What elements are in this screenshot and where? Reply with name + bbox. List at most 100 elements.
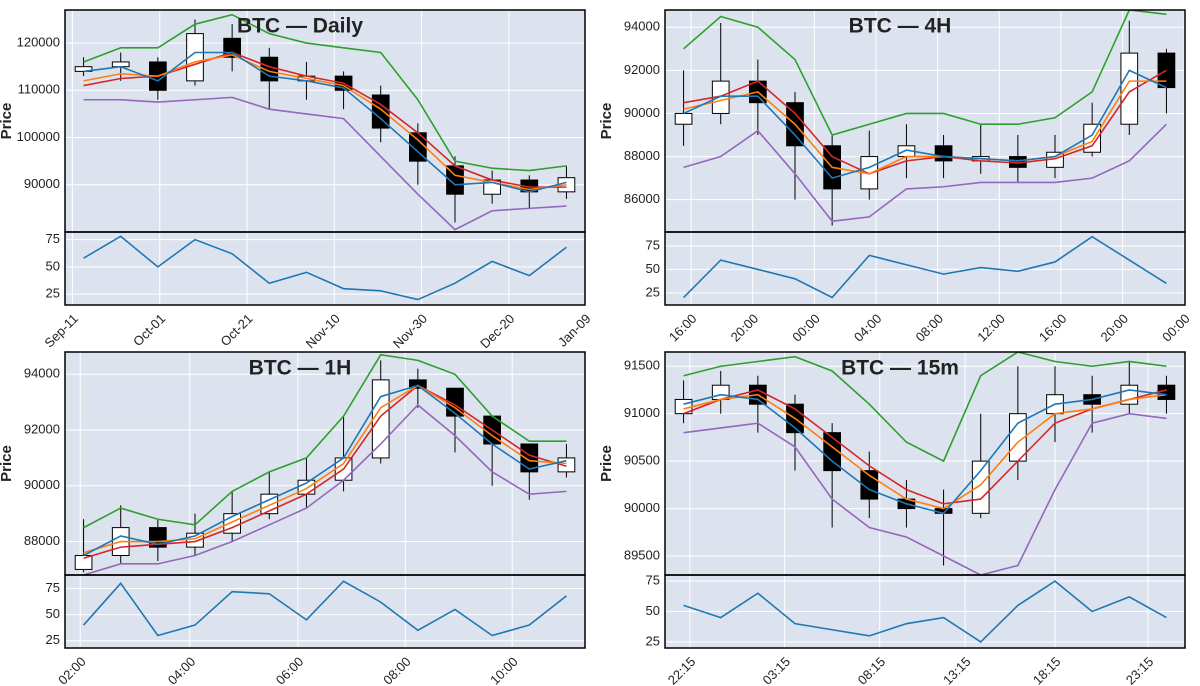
indicator-line [683, 123, 1167, 223]
chart-title: BTC — 15m [841, 357, 959, 380]
candle-body [674, 112, 693, 125]
indicator-line [683, 352, 1167, 463]
rsi-line [683, 580, 1167, 643]
chart-title: BTC — 4H [849, 15, 952, 38]
rsi-line [82, 580, 567, 637]
x-tick-label: 08:15 [855, 654, 889, 686]
indicator-line [83, 96, 567, 231]
rsi-line [83, 235, 567, 301]
indicator-line [683, 393, 1167, 510]
candle-body [409, 379, 427, 389]
price-background [665, 352, 1185, 575]
x-tick-label: 16:00 [1036, 311, 1070, 345]
rsi-frame [664, 231, 1186, 306]
y-tick-label: 88000 [624, 148, 660, 163]
y-tick-label: 120000 [17, 35, 60, 50]
price-plot [665, 352, 1185, 575]
rsi-tick-label: 50 [46, 258, 60, 273]
candle-body [1120, 52, 1139, 125]
rsi-tick-label: 75 [646, 573, 660, 588]
y-tick-label: 89500 [624, 547, 660, 562]
candle-body [823, 432, 841, 472]
x-tick-label: 23:15 [1123, 654, 1157, 686]
x-tick-label: 16:00 [666, 311, 700, 345]
rsi-tick-label: 75 [46, 580, 60, 595]
y-tick-label: 90000 [24, 176, 60, 191]
price-plot [665, 10, 1185, 232]
indicator-line [83, 13, 567, 172]
chart-panel: 89500 90000 90500 91000 91500 25 50 75 22:15 03:1… [598, 351, 1186, 686]
y-tick-label: 100000 [17, 129, 60, 144]
x-tick-label: 02:00 [55, 654, 89, 686]
x-tick-label: 20:00 [1098, 311, 1132, 345]
rsi-background [65, 232, 585, 305]
indicator-line [683, 80, 1167, 175]
chart-title: BTC — 1H [249, 357, 352, 380]
y-tick-label: 94000 [24, 366, 60, 381]
candle-body [1083, 123, 1102, 153]
indicator-line [83, 403, 567, 575]
x-tick-label: 13:15 [940, 654, 974, 686]
x-tick-label: Nov-30 [390, 311, 430, 351]
x-tick-label: Dec-20 [477, 311, 517, 351]
indicator-line [83, 384, 567, 557]
x-tick-label: 22:15 [665, 654, 699, 686]
y-axis-label: Price [598, 445, 615, 482]
indicator-line [83, 353, 567, 529]
y-tick-label: 86000 [624, 191, 660, 206]
candle-body [186, 33, 204, 82]
rsi-plot [65, 232, 585, 305]
rsi-tick-label: 50 [646, 603, 660, 618]
x-tick-label: 00:00 [789, 311, 823, 345]
y-tick-label: 90000 [624, 500, 660, 515]
price-plot [65, 10, 585, 232]
x-tick-label: 06:00 [273, 654, 307, 686]
indicator-line [83, 51, 567, 193]
y-axis-label: Price [0, 103, 15, 140]
x-tick-label: Jan-09 [555, 311, 594, 350]
x-tick-label: Oct-21 [217, 311, 255, 349]
chart-title: BTC — Daily [237, 15, 363, 38]
chart-panel: 90000 100000 110000 120000 25 50 75 Sep-11 Oct-0… [0, 9, 594, 351]
y-tick-label: 92000 [24, 421, 60, 436]
x-tick-label: 08:00 [380, 654, 414, 686]
indicator-line [683, 389, 1167, 515]
rsi-tick-label: 50 [646, 261, 660, 276]
x-tick-label: 03:15 [760, 654, 794, 686]
candle-body [371, 379, 390, 459]
rsi-frame [64, 574, 586, 649]
chart-panel: 86000 88000 90000 92000 94000 25 50 75 16:00 20:0… [598, 9, 1193, 345]
x-tick-label: 18:15 [1030, 654, 1064, 686]
x-tick-label: Oct-01 [130, 311, 168, 349]
rsi-background [65, 575, 585, 648]
x-tick-label: 12:00 [974, 311, 1008, 345]
rsi-background [665, 232, 1185, 305]
candle-body [934, 145, 953, 162]
price-background [665, 10, 1185, 232]
indicator-line [683, 389, 1167, 505]
indicator-line [683, 412, 1167, 575]
y-tick-label: 91000 [624, 405, 660, 420]
rsi-tick-label: 75 [646, 237, 660, 252]
y-tick-label: 110000 [18, 82, 60, 97]
y-tick-label: 90000 [624, 105, 660, 120]
y-tick-label: 88000 [24, 533, 60, 548]
candle-body [1157, 384, 1176, 400]
rsi-tick-label: 25 [646, 633, 660, 648]
y-axis-label: Price [598, 103, 615, 140]
rsi-frame [664, 574, 1186, 649]
price-plot [65, 352, 585, 575]
chart-panel: 88000 90000 92000 94000 25 50 75 02:00 04:00 06:0… [0, 351, 586, 686]
y-tick-label: 91500 [624, 358, 660, 373]
rsi-tick-label: 50 [46, 606, 60, 621]
x-tick-label: Sep-11 [41, 311, 81, 351]
x-tick-label: 20:00 [728, 311, 762, 345]
rsi-tick-label: 75 [46, 231, 60, 246]
rsi-tick-label: 25 [646, 284, 660, 299]
y-tick-label: 94000 [624, 19, 660, 34]
rsi-frame [64, 231, 586, 306]
y-tick-label: 90500 [624, 453, 660, 468]
y-axis-label: Price [0, 445, 15, 482]
x-tick-label: 10:00 [487, 654, 521, 686]
